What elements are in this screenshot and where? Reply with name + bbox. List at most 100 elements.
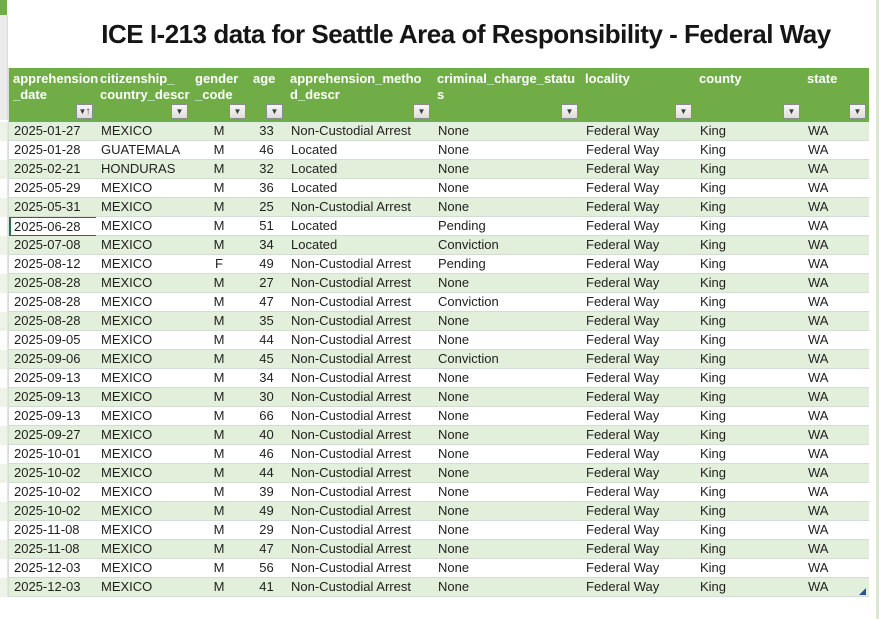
cell-citizenship_country_descr[interactable]: MEXICO bbox=[96, 388, 191, 407]
cell-gender_code[interactable]: M bbox=[191, 350, 249, 369]
cell-criminal_charge_status[interactable]: None bbox=[433, 483, 581, 502]
cell-gender_code[interactable]: M bbox=[191, 445, 249, 464]
cell-apprehension_date[interactable]: 2025-09-05 bbox=[9, 331, 96, 350]
cell-apprehension_method_descr[interactable]: Non-Custodial Arrest bbox=[286, 426, 433, 445]
cell-state[interactable]: WA bbox=[803, 331, 869, 350]
cell-county[interactable]: King bbox=[695, 160, 803, 179]
cell-age[interactable]: 51 bbox=[249, 217, 286, 236]
cell-apprehension_date[interactable]: 2025-12-03 bbox=[9, 578, 96, 597]
cell-locality[interactable]: Federal Way bbox=[581, 521, 695, 540]
filter-button-locality[interactable]: ▼ bbox=[675, 104, 692, 119]
cell-citizenship_country_descr[interactable]: MEXICO bbox=[96, 350, 191, 369]
cell-gender_code[interactable]: M bbox=[191, 559, 249, 578]
cell-citizenship_country_descr[interactable]: MEXICO bbox=[96, 559, 191, 578]
cell-criminal_charge_status[interactable]: None bbox=[433, 540, 581, 559]
cell-criminal_charge_status[interactable]: Pending bbox=[433, 255, 581, 274]
cell-state[interactable]: WA bbox=[803, 236, 869, 255]
cell-county[interactable]: King bbox=[695, 464, 803, 483]
cell-state[interactable]: WA bbox=[803, 198, 869, 217]
cell-apprehension_method_descr[interactable]: Located bbox=[286, 179, 433, 198]
cell-gender_code[interactable]: M bbox=[191, 331, 249, 350]
cell-state[interactable]: WA bbox=[803, 426, 869, 445]
cell-apprehension_method_descr[interactable]: Located bbox=[286, 217, 433, 236]
cell-citizenship_country_descr[interactable]: MEXICO bbox=[96, 274, 191, 293]
cell-gender_code[interactable]: M bbox=[191, 502, 249, 521]
cell-criminal_charge_status[interactable]: None bbox=[433, 521, 581, 540]
cell-gender_code[interactable]: M bbox=[191, 160, 249, 179]
cell-criminal_charge_status[interactable]: None bbox=[433, 559, 581, 578]
cell-county[interactable]: King bbox=[695, 312, 803, 331]
cell-age[interactable]: 44 bbox=[249, 464, 286, 483]
cell-county[interactable]: King bbox=[695, 426, 803, 445]
cell-citizenship_country_descr[interactable]: MEXICO bbox=[96, 122, 191, 141]
cell-apprehension_method_descr[interactable]: Non-Custodial Arrest bbox=[286, 388, 433, 407]
cell-state[interactable]: WA bbox=[803, 407, 869, 426]
cell-locality[interactable]: Federal Way bbox=[581, 464, 695, 483]
cell-apprehension_date[interactable]: 2025-11-08 bbox=[9, 540, 96, 559]
cell-apprehension_date[interactable]: 2025-09-13 bbox=[9, 388, 96, 407]
cell-state[interactable]: WA bbox=[803, 293, 869, 312]
cell-citizenship_country_descr[interactable]: MEXICO bbox=[96, 236, 191, 255]
filter-button-county[interactable]: ▼ bbox=[783, 104, 800, 119]
cell-state[interactable]: WA bbox=[803, 559, 869, 578]
cell-criminal_charge_status[interactable]: Conviction bbox=[433, 293, 581, 312]
cell-citizenship_country_descr[interactable]: MEXICO bbox=[96, 312, 191, 331]
cell-apprehension_date[interactable]: 2025-09-13 bbox=[9, 369, 96, 388]
cell-age[interactable]: 66 bbox=[249, 407, 286, 426]
cell-criminal_charge_status[interactable]: None bbox=[433, 198, 581, 217]
cell-age[interactable]: 45 bbox=[249, 350, 286, 369]
cell-criminal_charge_status[interactable]: None bbox=[433, 122, 581, 141]
cell-locality[interactable]: Federal Way bbox=[581, 255, 695, 274]
cell-locality[interactable]: Federal Way bbox=[581, 198, 695, 217]
cell-gender_code[interactable]: M bbox=[191, 198, 249, 217]
cell-apprehension_date[interactable]: 2025-02-21 bbox=[9, 160, 96, 179]
cell-county[interactable]: King bbox=[695, 255, 803, 274]
cell-gender_code[interactable]: M bbox=[191, 521, 249, 540]
cell-gender_code[interactable]: M bbox=[191, 293, 249, 312]
cell-apprehension_date[interactable]: 2025-05-31 bbox=[9, 198, 96, 217]
cell-apprehension_date[interactable]: 2025-11-08 bbox=[9, 521, 96, 540]
cell-locality[interactable]: Federal Way bbox=[581, 217, 695, 236]
cell-gender_code[interactable]: M bbox=[191, 426, 249, 445]
cell-age[interactable]: 40 bbox=[249, 426, 286, 445]
cell-citizenship_country_descr[interactable]: MEXICO bbox=[96, 255, 191, 274]
cell-locality[interactable]: Federal Way bbox=[581, 350, 695, 369]
cell-county[interactable]: King bbox=[695, 578, 803, 597]
cell-apprehension_method_descr[interactable]: Non-Custodial Arrest bbox=[286, 559, 433, 578]
cell-apprehension_date[interactable]: 2025-09-27 bbox=[9, 426, 96, 445]
cell-locality[interactable]: Federal Way bbox=[581, 483, 695, 502]
cell-county[interactable]: King bbox=[695, 483, 803, 502]
cell-county[interactable]: King bbox=[695, 179, 803, 198]
cell-locality[interactable]: Federal Way bbox=[581, 445, 695, 464]
cell-county[interactable]: King bbox=[695, 331, 803, 350]
cell-gender_code[interactable]: F bbox=[191, 255, 249, 274]
cell-county[interactable]: King bbox=[695, 445, 803, 464]
cell-county[interactable]: King bbox=[695, 293, 803, 312]
cell-apprehension_date[interactable]: 2025-10-01 bbox=[9, 445, 96, 464]
cell-state[interactable]: WA bbox=[803, 483, 869, 502]
filter-button-apprehension_method_descr[interactable]: ▼ bbox=[413, 104, 430, 119]
cell-citizenship_country_descr[interactable]: MEXICO bbox=[96, 198, 191, 217]
cell-apprehension_method_descr[interactable]: Located bbox=[286, 141, 433, 160]
cell-apprehension_method_descr[interactable]: Non-Custodial Arrest bbox=[286, 502, 433, 521]
cell-citizenship_country_descr[interactable]: MEXICO bbox=[96, 369, 191, 388]
cell-apprehension_method_descr[interactable]: Non-Custodial Arrest bbox=[286, 255, 433, 274]
cell-apprehension_method_descr[interactable]: Non-Custodial Arrest bbox=[286, 483, 433, 502]
cell-apprehension_method_descr[interactable]: Non-Custodial Arrest bbox=[286, 407, 433, 426]
cell-gender_code[interactable]: M bbox=[191, 274, 249, 293]
cell-state[interactable]: WA bbox=[803, 521, 869, 540]
cell-gender_code[interactable]: M bbox=[191, 141, 249, 160]
filter-button-criminal_charge_status[interactable]: ▼ bbox=[561, 104, 578, 119]
cell-apprehension_date[interactable]: 2025-01-28 bbox=[9, 141, 96, 160]
cell-state[interactable]: WA bbox=[803, 369, 869, 388]
cell-locality[interactable]: Federal Way bbox=[581, 540, 695, 559]
cell-criminal_charge_status[interactable]: None bbox=[433, 388, 581, 407]
cell-criminal_charge_status[interactable]: None bbox=[433, 179, 581, 198]
cell-criminal_charge_status[interactable]: None bbox=[433, 464, 581, 483]
cell-locality[interactable]: Federal Way bbox=[581, 426, 695, 445]
cell-criminal_charge_status[interactable]: None bbox=[433, 502, 581, 521]
cell-criminal_charge_status[interactable]: Conviction bbox=[433, 350, 581, 369]
cell-criminal_charge_status[interactable]: None bbox=[433, 331, 581, 350]
cell-locality[interactable]: Federal Way bbox=[581, 312, 695, 331]
cell-apprehension_method_descr[interactable]: Non-Custodial Arrest bbox=[286, 445, 433, 464]
